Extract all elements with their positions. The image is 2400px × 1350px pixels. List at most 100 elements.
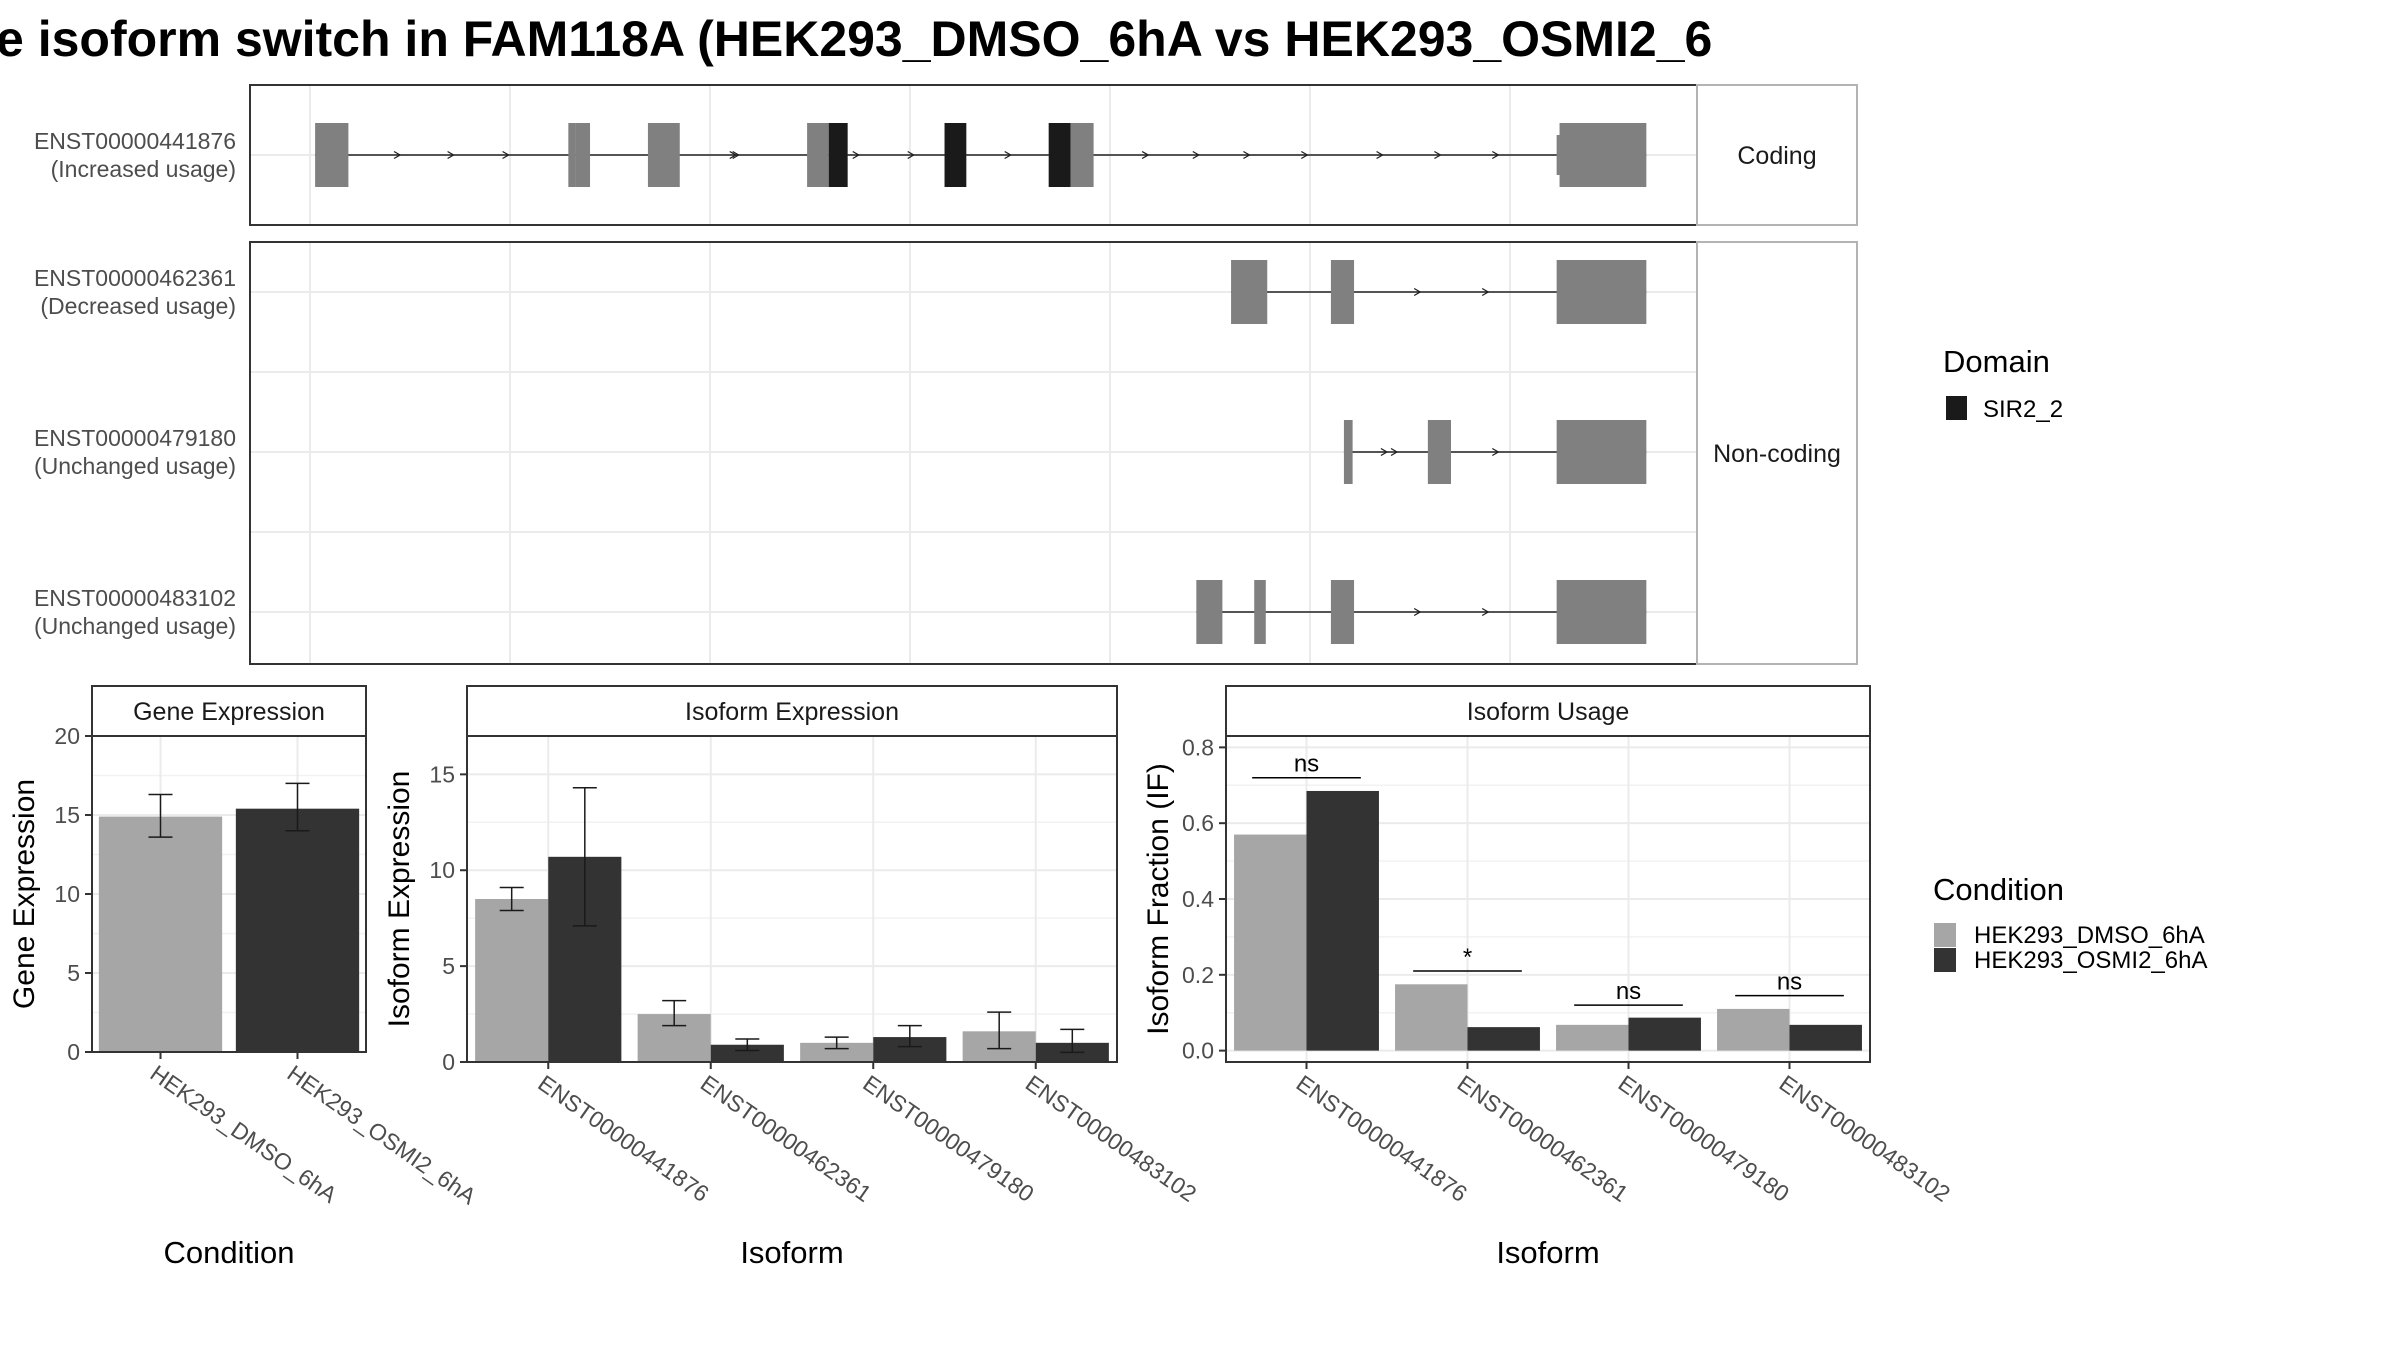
y-tick-label: 0 (442, 1049, 455, 1075)
transcript-id-label: ENST00000479180 (34, 425, 236, 451)
facet-strip (1696, 84, 1858, 226)
intron-arrow (1376, 150, 1384, 160)
transcript-usage-label: (Decreased usage) (40, 293, 236, 319)
transcript-structure-panel: ENST00000441876(Increased usage) Coding EN… (34, 84, 1858, 665)
bar (1628, 1017, 1701, 1051)
exon (1556, 260, 1647, 324)
exon (1427, 420, 1452, 484)
intron-arrow (732, 150, 740, 160)
exon (1556, 580, 1647, 644)
panel-title: Isoform Expression (685, 698, 899, 726)
bar (1556, 1024, 1629, 1051)
intron-arrow (852, 150, 861, 160)
significance-label: ns (1294, 751, 1319, 778)
facet-strip (1225, 685, 1871, 737)
x-axis-title: Isoform (740, 1235, 843, 1270)
x-tick-label: ENST00000479180 (858, 1070, 1038, 1207)
significance-label: ns (1616, 978, 1641, 1005)
intron-arrow (1491, 447, 1500, 457)
x-tick-label: ENST00000479180 (1614, 1070, 1794, 1207)
intron-arrow (729, 150, 738, 160)
x-axis-title: Isoform (1496, 1235, 1599, 1270)
legends: Domain SIR2_2 Condition HEK293_DMSO_6hAHEK2… (1933, 344, 2207, 974)
y-tick-label: 0.4 (1182, 886, 1214, 912)
intron-arrow (447, 150, 455, 160)
facet-strip (466, 685, 1118, 737)
domain-legend-label: SIR2_2 (1983, 396, 2063, 423)
bar (235, 808, 360, 1052)
y-tick-label: 5 (442, 953, 455, 979)
intron-arrow (1141, 150, 1150, 160)
isoform-expression-panel: 051015ENST00000441876ENST00000462361ENST… (383, 685, 1201, 1270)
panel-title: Isoform Usage (1467, 698, 1630, 726)
significance-label: * (1463, 944, 1472, 971)
y-tick-label: 0 (67, 1039, 80, 1065)
x-tick-label: ENST00000483102 (1021, 1070, 1201, 1207)
exon (1231, 260, 1268, 324)
intron-arrow (907, 150, 916, 160)
facet-strip (91, 685, 367, 737)
exon (1330, 580, 1355, 644)
facet-strip-label: Non-coding (1713, 440, 1841, 468)
domain-sir2-2 (1048, 123, 1071, 187)
domain-sir2-2 (828, 123, 848, 187)
y-tick-label: 10 (429, 857, 455, 883)
y-tick-label: 0.8 (1182, 734, 1214, 760)
facet-strip-label: Coding (1737, 142, 1816, 170)
figure-title: e isoform switch in FAM118A (HEK293_DMSO… (0, 11, 1712, 67)
intron-arrow (1434, 150, 1442, 160)
bar (710, 1044, 784, 1062)
transcript-id-label: ENST00000483102 (34, 585, 236, 611)
exon (315, 123, 349, 187)
transcript-usage-label: (Increased usage) (51, 156, 236, 182)
transcript-id-label: ENST00000441876 (34, 128, 236, 154)
exon (1556, 420, 1647, 484)
intron-arrow (1004, 150, 1012, 160)
y-tick-label: 0.2 (1182, 962, 1214, 988)
intron-arrow (1390, 447, 1399, 457)
exon (647, 123, 680, 187)
exon (568, 123, 576, 187)
y-tick-label: 15 (54, 802, 80, 828)
intron-arrow (1491, 150, 1500, 160)
intron-arrow (1243, 150, 1251, 160)
y-axis-title: Isoform Fraction (IF) (1142, 763, 1175, 1035)
bar (98, 816, 223, 1052)
bar (1467, 1027, 1540, 1051)
exon (1254, 580, 1266, 644)
panel-title: Gene Expression (133, 698, 325, 726)
y-tick-label: 10 (54, 881, 80, 907)
x-tick-label: ENST00000441876 (533, 1070, 713, 1207)
intron-arrow (1481, 607, 1490, 617)
x-axis-title: Condition (164, 1235, 295, 1270)
x-tick-label: ENST00000483102 (1775, 1070, 1955, 1207)
condition-legend-label: HEK293_DMSO_6hA (1974, 922, 2205, 949)
exon (1196, 580, 1223, 644)
condition-legend-label: HEK293_OSMI2_6hA (1974, 947, 2207, 974)
y-tick-label: 5 (67, 960, 80, 986)
isoform-usage-panel: 0.0 0.2 0.4 0.6 0.8 ns ENST00000441876 * ENST000… (1142, 685, 1955, 1270)
transcript-usage-label: (Unchanged usage) (34, 613, 236, 639)
bar (1306, 790, 1379, 1051)
intron-arrow (1380, 447, 1389, 457)
condition-legend-key (1934, 948, 1956, 972)
exon (1343, 420, 1353, 484)
intron-arrow (1481, 287, 1490, 297)
x-tick-label: ENST00000462361 (696, 1070, 876, 1207)
bar (1789, 1024, 1862, 1051)
x-tick-label: ENST00000462361 (1453, 1070, 1633, 1207)
y-tick-label: 15 (429, 761, 455, 787)
significance-label: ns (1777, 969, 1802, 996)
intron-arrow (1413, 607, 1422, 617)
exon (1559, 123, 1647, 187)
y-axis-title: Isoform Expression (383, 771, 416, 1028)
exon (1330, 260, 1355, 324)
y-tick-label: 0.0 (1182, 1038, 1214, 1064)
bar (1234, 834, 1307, 1051)
bar (1395, 984, 1468, 1051)
condition-legend-key (1934, 923, 1956, 947)
intron-arrow (502, 150, 510, 160)
domain-legend-title: Domain (1943, 344, 2050, 379)
transcript-id-label: ENST00000462361 (34, 265, 236, 291)
x-tick-label: ENST00000441876 (1292, 1070, 1472, 1207)
